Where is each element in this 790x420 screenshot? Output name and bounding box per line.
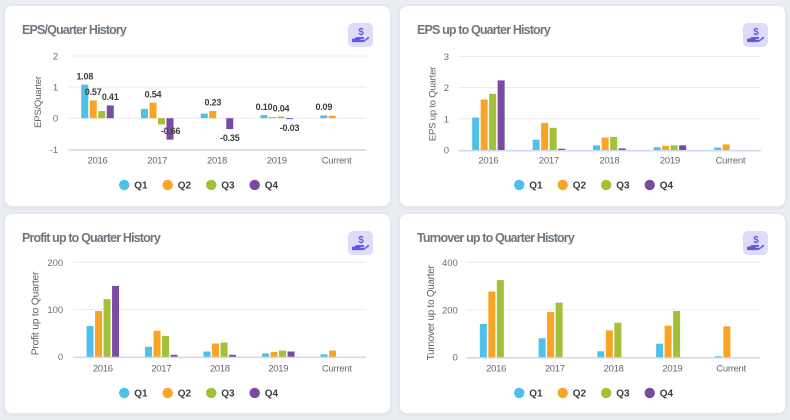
svg-text:2017: 2017 — [545, 364, 565, 375]
svg-text:2: 2 — [53, 52, 58, 63]
svg-text:2016: 2016 — [486, 364, 506, 375]
svg-text:2017: 2017 — [147, 156, 167, 167]
svg-text:$: $ — [358, 235, 364, 246]
svg-text:Q2: Q2 — [178, 389, 192, 400]
svg-text:Q4: Q4 — [265, 389, 279, 400]
svg-text:2019: 2019 — [267, 156, 287, 167]
svg-text:-0.35: -0.35 — [220, 133, 240, 143]
svg-text:Q3: Q3 — [616, 389, 630, 400]
svg-text:2016: 2016 — [93, 364, 113, 375]
svg-text:Turnover up to Quarter: Turnover up to Quarter — [426, 264, 437, 360]
svg-text:0.54: 0.54 — [145, 89, 162, 99]
svg-text:2017: 2017 — [539, 156, 559, 167]
svg-text:Current: Current — [322, 156, 352, 167]
svg-text:$: $ — [358, 27, 364, 38]
svg-text:3: 3 — [444, 52, 449, 63]
svg-text:Profit up to Quarter: Profit up to Quarter — [31, 271, 42, 355]
svg-text:400: 400 — [442, 258, 458, 269]
svg-text:Q1: Q1 — [529, 181, 543, 192]
svg-text:Q4: Q4 — [265, 181, 279, 192]
svg-text:100: 100 — [47, 305, 63, 316]
svg-text:2016: 2016 — [478, 156, 498, 167]
svg-text:0: 0 — [58, 352, 63, 363]
svg-text:2019: 2019 — [662, 364, 682, 375]
svg-text:2018: 2018 — [599, 156, 619, 167]
svg-text:2018: 2018 — [604, 364, 624, 375]
svg-text:0: 0 — [53, 114, 58, 125]
svg-text:Q1: Q1 — [134, 181, 148, 192]
svg-text:Q2: Q2 — [573, 181, 587, 192]
svg-text:Q4: Q4 — [660, 181, 674, 192]
svg-text:Q2: Q2 — [178, 181, 192, 192]
svg-text:EPS/Quarter: EPS/Quarter — [33, 76, 44, 128]
svg-text:1.08: 1.08 — [76, 71, 93, 81]
svg-text:Q3: Q3 — [221, 181, 235, 192]
svg-text:Current: Current — [716, 156, 746, 167]
svg-text:1: 1 — [53, 83, 58, 94]
svg-text:2019: 2019 — [268, 364, 288, 375]
svg-text:0.04: 0.04 — [273, 103, 290, 113]
svg-text:2018: 2018 — [210, 364, 230, 375]
svg-text:Q1: Q1 — [529, 389, 543, 400]
svg-text:1: 1 — [444, 114, 449, 125]
svg-text:-0.03: -0.03 — [280, 123, 300, 133]
svg-text:$: $ — [753, 235, 759, 246]
svg-text:Q2: Q2 — [573, 389, 587, 400]
svg-text:Q4: Q4 — [660, 389, 674, 400]
svg-text:0.41: 0.41 — [102, 92, 119, 102]
svg-text:200: 200 — [47, 258, 63, 269]
svg-text:2018: 2018 — [207, 156, 227, 167]
svg-text:Q3: Q3 — [221, 389, 235, 400]
svg-text:200: 200 — [442, 305, 458, 316]
svg-text:2019: 2019 — [660, 156, 680, 167]
svg-text:-1: -1 — [50, 145, 58, 156]
svg-text:Current: Current — [716, 364, 746, 375]
svg-text:-0.66: -0.66 — [161, 126, 181, 136]
svg-text:0: 0 — [444, 146, 449, 157]
svg-text:0.10: 0.10 — [256, 102, 273, 112]
svg-text:Q1: Q1 — [134, 389, 148, 400]
svg-text:2017: 2017 — [151, 364, 171, 375]
svg-text:2016: 2016 — [88, 156, 108, 167]
svg-text:EPS up to Quarter: EPS up to Quarter — [428, 67, 439, 141]
svg-text:0.23: 0.23 — [204, 98, 221, 108]
svg-text:Q3: Q3 — [616, 181, 630, 192]
svg-text:$: $ — [753, 27, 759, 38]
svg-text:Current: Current — [322, 364, 352, 375]
svg-text:2: 2 — [444, 83, 449, 94]
svg-text:0.57: 0.57 — [85, 87, 102, 97]
svg-text:0.09: 0.09 — [315, 102, 332, 112]
svg-text:0: 0 — [453, 353, 458, 364]
